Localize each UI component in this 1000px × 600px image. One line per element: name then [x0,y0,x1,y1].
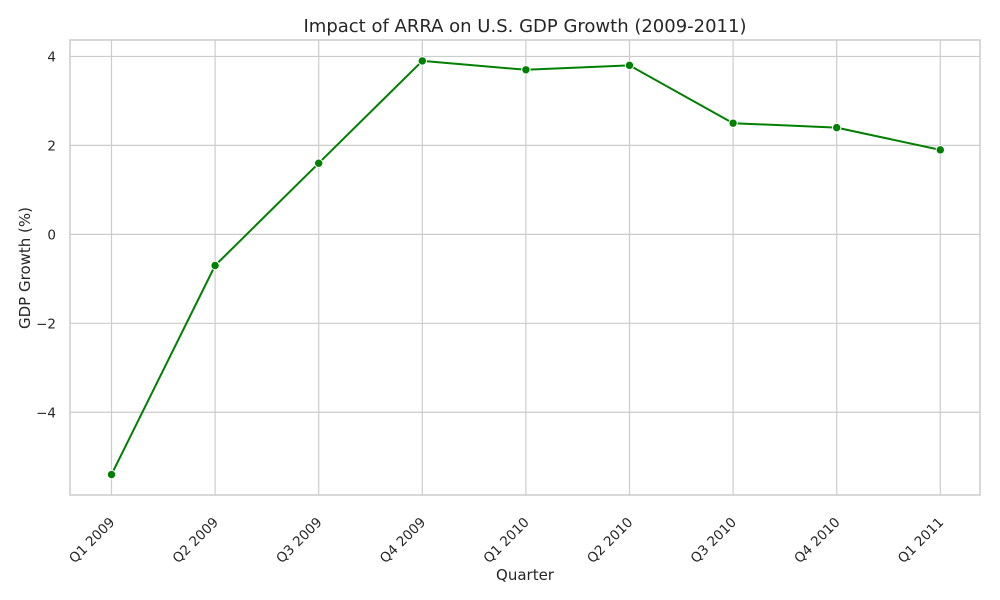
y-tick-label: 4 [47,49,56,65]
data-point [314,158,324,168]
y-tick-labels: −4 −2 0 2 4 [36,49,56,421]
x-tick-label: Q1 2011 [895,515,947,567]
data-point [417,56,427,66]
series-layer [106,56,945,480]
y-tick-label: 2 [47,138,56,154]
x-tick-label: Q3 2009 [273,515,325,567]
y-tick-label: −4 [36,405,56,421]
grid-lines [70,40,980,495]
x-tick-label: Q1 2010 [480,515,532,567]
x-tick-label: Q4 2009 [377,515,429,567]
data-point [624,60,635,71]
data-point [832,122,842,133]
x-axis-label: Quarter [496,566,555,584]
x-tick-label: Q3 2010 [688,515,740,567]
data-point [521,65,531,75]
y-axis-label: GDP Growth (%) [16,207,34,329]
x-tick-label: Q2 2009 [170,515,222,567]
data-point [106,469,117,480]
chart-title: Impact of ARRA on U.S. GDP Growth (2009-… [303,16,746,37]
data-point [210,260,220,271]
data-point [728,118,738,128]
y-tick-label: 0 [47,227,56,243]
y-tick-label: −2 [36,316,56,332]
data-point [935,145,945,155]
x-tick-label: Q4 2010 [791,515,843,567]
x-tick-label: Q2 2010 [584,515,636,567]
x-tick-labels: Q1 2009 Q2 2009 Q3 2009 Q4 2009 Q1 2010 Q2 20… [66,515,947,567]
x-tick-label: Q1 2009 [66,515,118,567]
plot-frame [69,39,981,496]
